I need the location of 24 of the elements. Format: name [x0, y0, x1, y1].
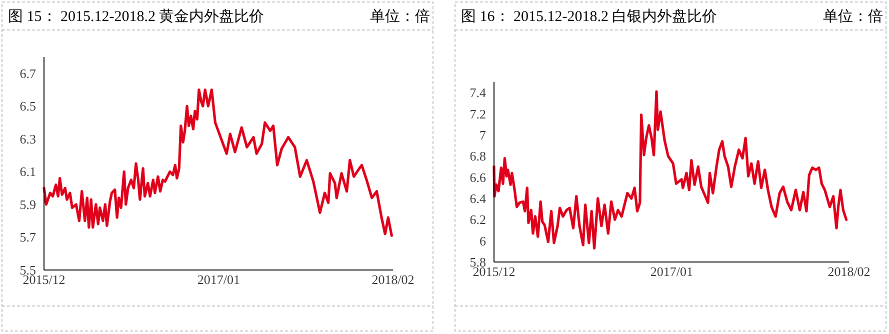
y-tick-label: 6.6 [470, 170, 486, 185]
y-tick-label: 6.5 [20, 98, 36, 114]
y-tick-label: 6.2 [470, 212, 486, 228]
y-tick-label: 6.1 [20, 164, 36, 180]
y-tick-label: 7 [480, 127, 486, 142]
line-series [42, 88, 393, 237]
chart-subtitle: 单位：倍 [823, 8, 883, 25]
y-tick-label: 5.9 [20, 196, 36, 212]
y-tick-label: 7.2 [470, 106, 486, 122]
y-tick-label: 7.4 [470, 85, 486, 100]
x-tick-label: 2018/02 [828, 264, 870, 279]
line-series [492, 90, 848, 250]
chart-title: 图 16： 2015.12-2018.2 白银内外盘比价 [461, 8, 718, 25]
y-tick-label: 6 [480, 233, 486, 248]
y-tick-label: 6.7 [20, 66, 36, 81]
chart-title: 图 15： 2015.12-2018.2 黄金内外盘比价 [8, 8, 264, 25]
x-tick-label: 2018/02 [372, 272, 414, 287]
chart-subtitle: 单位：倍 [370, 8, 430, 25]
y-tick-label: 5.7 [20, 230, 36, 245]
y-tick-label: 6.4 [470, 190, 486, 206]
y-tick-label: 6.8 [470, 148, 486, 164]
x-tick-label: 2017/01 [197, 272, 240, 287]
x-tick-label: 2017/01 [650, 264, 694, 279]
y-tick-label: 6.3 [20, 131, 36, 146]
